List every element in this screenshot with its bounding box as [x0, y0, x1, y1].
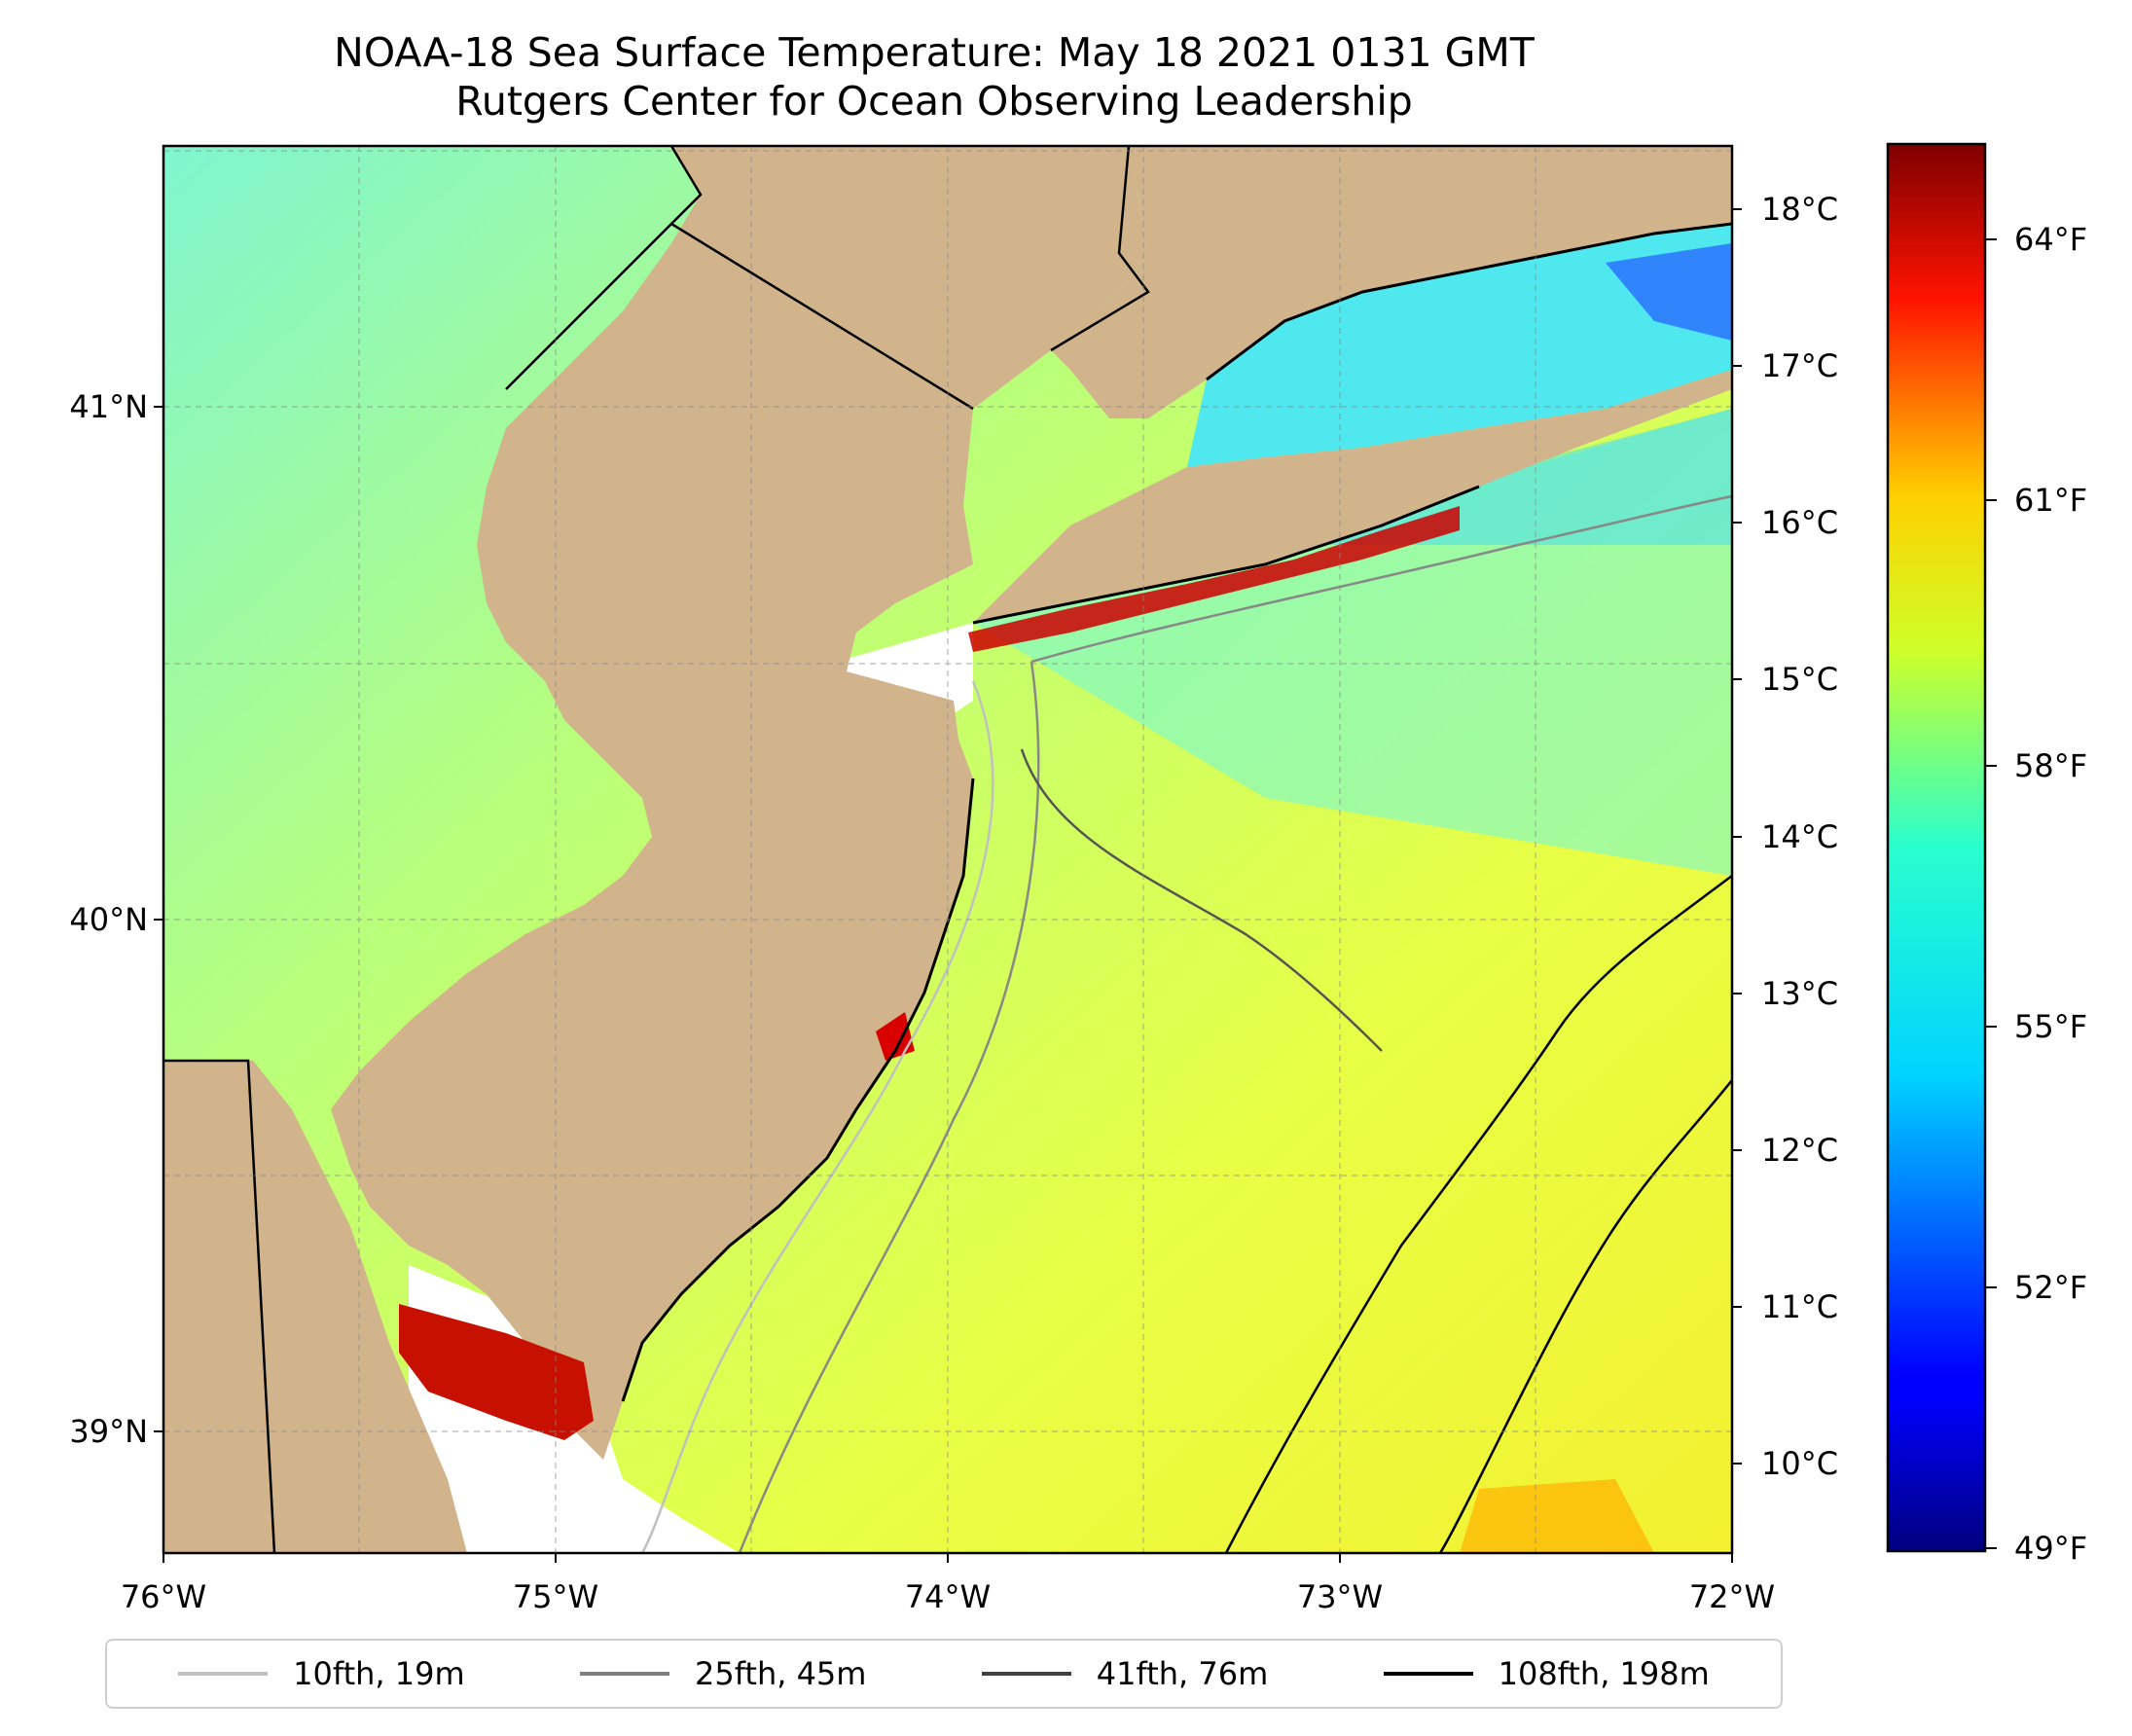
legend-swatch: [981, 1672, 1071, 1676]
legend-label: 108fth, 198m: [1498, 1655, 1710, 1692]
contour-76m: [1020, 748, 1383, 1052]
delaware-land: [163, 1061, 467, 1553]
lon-label-73w: 73°W: [1297, 1578, 1383, 1615]
legend-item-25fth: 25fth, 45m: [579, 1655, 867, 1692]
warm-water-patch: [1460, 1479, 1654, 1553]
celsius-label: 10°C: [1761, 1445, 1838, 1482]
legend-swatch: [178, 1672, 269, 1676]
contour-legend: 10fth, 19m 25fth, 45m 41fth, 76m 108fth,…: [105, 1639, 1783, 1709]
celsius-label: 11°C: [1761, 1288, 1838, 1325]
contour-19m: [640, 680, 994, 1553]
fahrenheit-label: 61°F: [2014, 482, 2087, 519]
celsius-label: 18°C: [1761, 191, 1838, 228]
lon-label-76w: 76°W: [121, 1578, 206, 1615]
legend-swatch: [579, 1672, 669, 1676]
map-title: NOAA-18 Sea Surface Temperature: May 18 …: [334, 29, 1535, 76]
celsius-label: 16°C: [1761, 504, 1838, 541]
warm-coastal-band-li: [968, 506, 1460, 652]
colorbar: [1886, 142, 1987, 1553]
lat-label-39n: 39°N: [69, 1413, 148, 1450]
lon-label-72w: 72°W: [1689, 1578, 1775, 1615]
celsius-label: 15°C: [1761, 661, 1838, 698]
warm-delaware-bay: [399, 1304, 594, 1440]
map-area: [163, 146, 1732, 1553]
legend-label: 10fth, 19m: [293, 1655, 465, 1692]
celsius-label: 17°C: [1761, 347, 1838, 384]
lat-label-40n: 40°N: [69, 901, 148, 938]
legend-label: 25fth, 45m: [694, 1655, 867, 1692]
sound-cold-water: [1606, 243, 1732, 341]
contour-198m-shelf-break: [1224, 874, 1732, 1553]
warm-barnegat-bay: [876, 1012, 915, 1061]
connecticut-land: [1051, 146, 1732, 418]
lon-label-74w: 74°W: [905, 1578, 991, 1615]
lat-label-41n: 41°N: [69, 388, 148, 425]
celsius-label: 13°C: [1761, 975, 1838, 1012]
fahrenheit-label: 58°F: [2014, 747, 2087, 784]
legend-item-10fth: 10fth, 19m: [178, 1655, 465, 1692]
fahrenheit-label: 55°F: [2014, 1008, 2087, 1045]
fahrenheit-label: 49°F: [2014, 1530, 2087, 1567]
gridlines: [163, 146, 1732, 1553]
legend-item-108fth: 108fth, 198m: [1383, 1655, 1710, 1692]
cool-water-patch: [973, 409, 1732, 876]
legend-swatch: [1383, 1672, 1473, 1676]
legend-label: 41fth, 76m: [1096, 1655, 1269, 1692]
legend-item-41fth: 41fth, 76m: [981, 1655, 1269, 1692]
celsius-label: 14°C: [1761, 818, 1838, 855]
fahrenheit-label: 52°F: [2014, 1269, 2087, 1306]
lon-label-75w: 75°W: [513, 1578, 598, 1615]
fahrenheit-label: 64°F: [2014, 221, 2087, 258]
long-island-land: [973, 370, 1732, 623]
map-subtitle: Rutgers Center for Ocean Observing Leade…: [455, 78, 1413, 125]
contour-45m: [738, 494, 1732, 1553]
celsius-label: 12°C: [1761, 1132, 1838, 1169]
new-jersey-land: [163, 146, 1148, 1460]
